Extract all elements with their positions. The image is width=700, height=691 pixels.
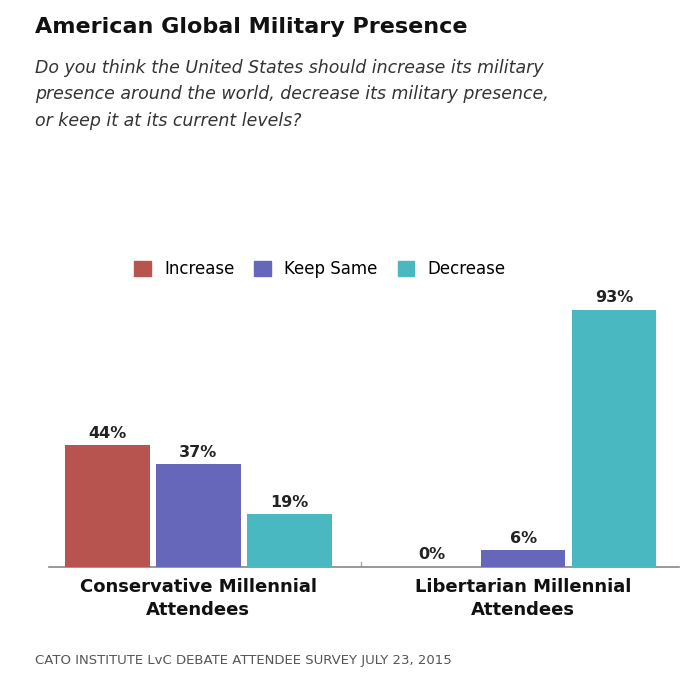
Text: CATO INSTITUTE LvC DEBATE ATTENDEE SURVEY JULY 23, 2015: CATO INSTITUTE LvC DEBATE ATTENDEE SURVE… [35,654,452,667]
Bar [156,464,241,567]
Text: 93%: 93% [595,290,634,305]
Text: 37%: 37% [179,445,218,460]
Text: 44%: 44% [88,426,127,441]
Text: 6%: 6% [510,531,537,546]
Text: American Global Military Presence: American Global Military Presence [35,17,468,37]
Text: Do you think the United States should increase its military
presence around the : Do you think the United States should in… [35,59,549,129]
Bar [247,514,332,567]
Bar [65,445,150,567]
Text: 0%: 0% [419,547,446,562]
Bar [481,550,566,567]
Legend: Increase, Keep Same, Decrease: Increase, Keep Same, Decrease [127,254,512,285]
Text: 19%: 19% [270,495,309,510]
Bar [572,310,657,567]
